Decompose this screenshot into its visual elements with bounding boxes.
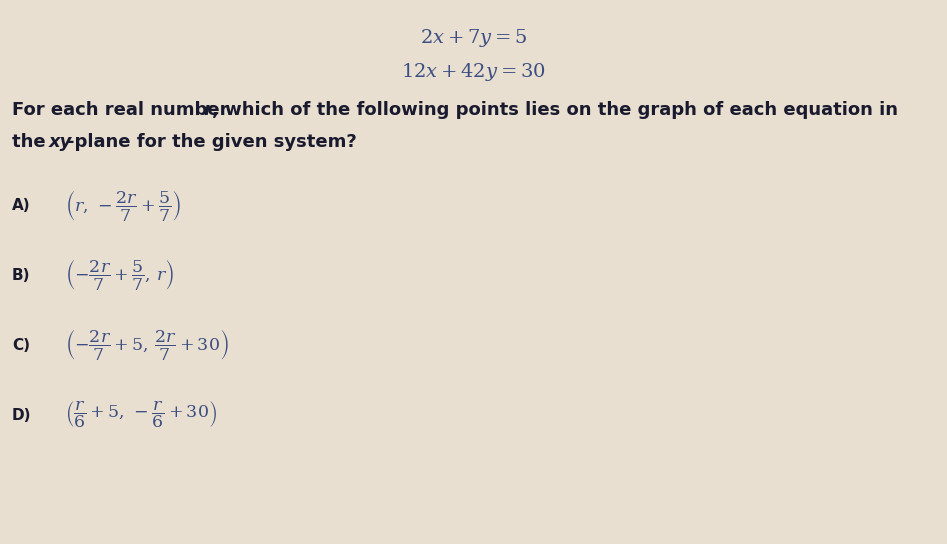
Text: B): B): [12, 268, 30, 282]
Text: $\left(r,\,-\dfrac{2r}{7}+\dfrac{5}{7}\right)$: $\left(r,\,-\dfrac{2r}{7}+\dfrac{5}{7}\r…: [65, 188, 181, 222]
Text: the: the: [12, 133, 52, 151]
Text: D): D): [12, 407, 31, 423]
Text: xy: xy: [48, 133, 72, 151]
Text: A): A): [12, 197, 30, 213]
Text: $\left(-\dfrac{2r}{7}+5,\,\dfrac{2r}{7}+30\right)$: $\left(-\dfrac{2r}{7}+5,\,\dfrac{2r}{7}+…: [65, 327, 229, 362]
Text: r: r: [203, 101, 212, 119]
Text: $\left(\dfrac{r}{6}+5,\,-\dfrac{r}{6}+30\right)$: $\left(\dfrac{r}{6}+5,\,-\dfrac{r}{6}+30…: [65, 400, 217, 430]
Text: $2x + 7y = 5$: $2x + 7y = 5$: [420, 27, 527, 49]
Text: , which of the following points lies on the graph of each equation in: , which of the following points lies on …: [212, 101, 898, 119]
Text: C): C): [12, 337, 30, 353]
Text: -plane for the given system?: -plane for the given system?: [66, 133, 356, 151]
Text: $12x + 42y = 30$: $12x + 42y = 30$: [402, 61, 545, 83]
Text: $\left(-\dfrac{2r}{7}+\dfrac{5}{7},\,r\right)$: $\left(-\dfrac{2r}{7}+\dfrac{5}{7},\,r\r…: [65, 257, 174, 293]
Text: For each real number: For each real number: [12, 101, 235, 119]
